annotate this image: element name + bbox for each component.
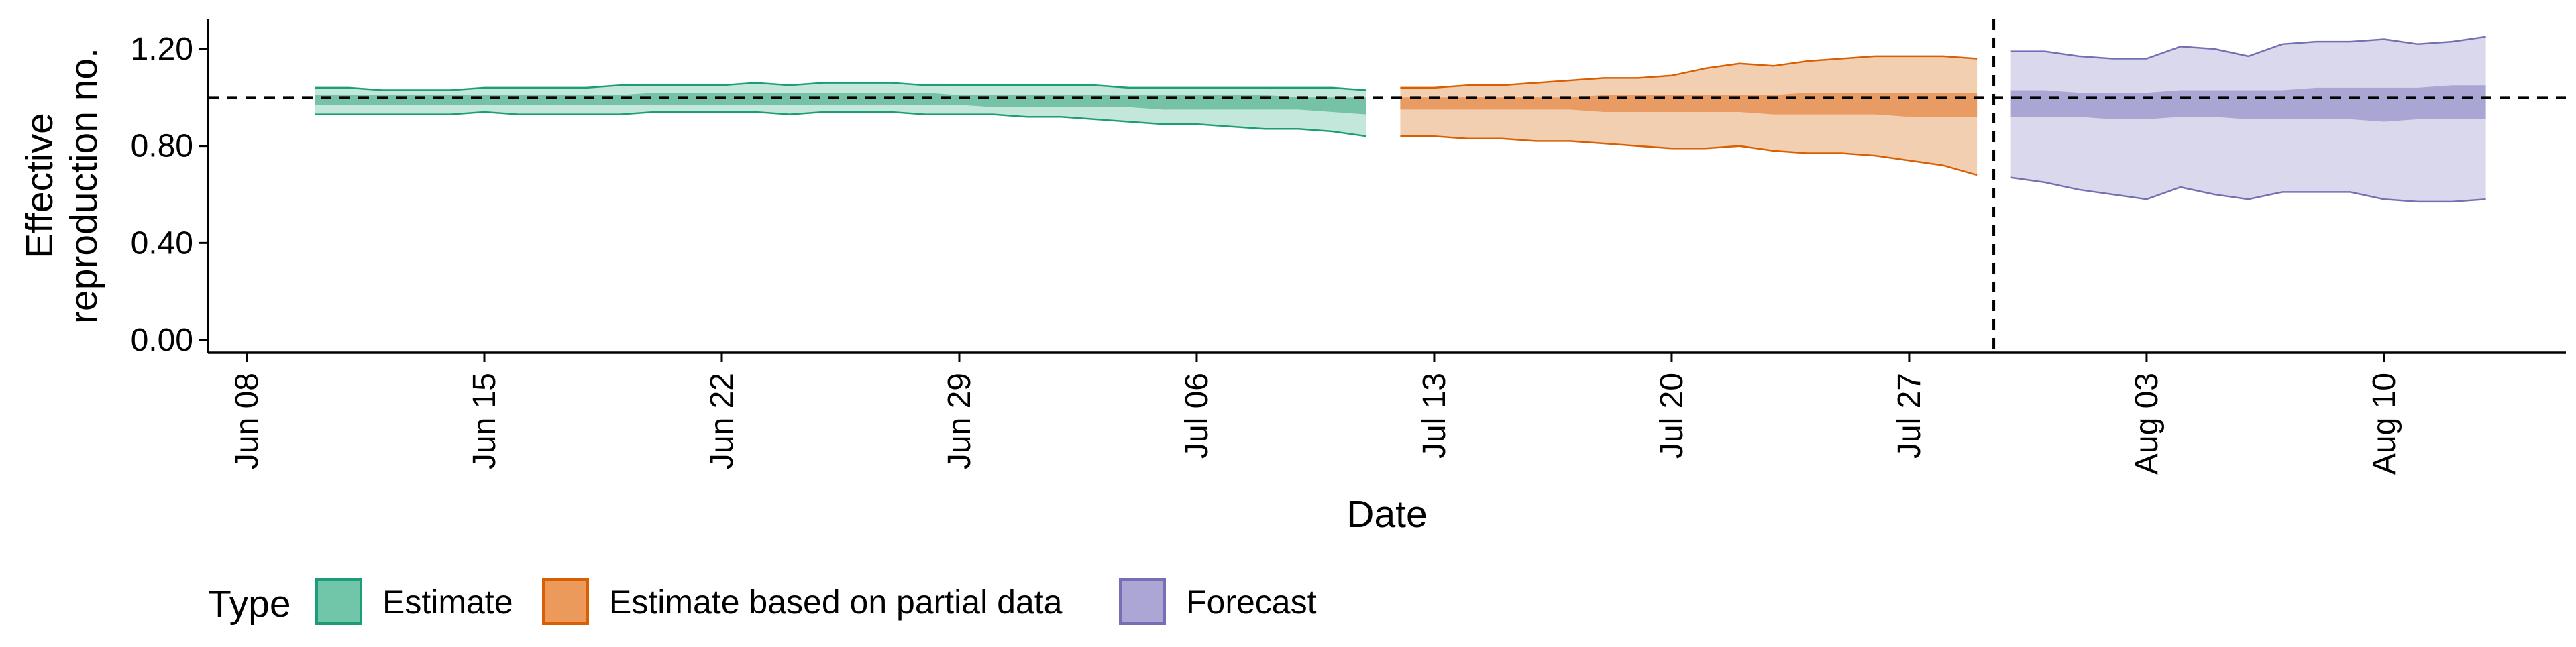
x-tick-label: Jun 15: [467, 373, 502, 469]
estimate-based-on-partial-data-outer-band: [1400, 56, 1978, 176]
x-tick-label: Aug 03: [2129, 373, 2165, 475]
legend-label-forecast: Forecast: [1186, 583, 1317, 621]
estimate-based-on-partial-data-lower-bound-line: [1400, 135, 1978, 176]
x-axis-title: Date: [1346, 493, 1427, 536]
forecast-lower-bound-line: [2010, 176, 2486, 203]
legend: Type Estimate Estimate based on partial d…: [208, 578, 1317, 626]
y-tick-label: 0.40: [131, 225, 193, 261]
legend-label-estimate: Estimate: [382, 583, 513, 621]
legend-label-estimate-based-on-partial-data: Estimate based on partial data: [609, 583, 1063, 621]
legend-title: Type: [208, 583, 291, 626]
x-tick-label: Jul 27: [1892, 373, 1927, 459]
x-tick-label: Jul 13: [1417, 373, 1452, 459]
x-tick-label: Jun 22: [704, 373, 740, 469]
x-tick-label: Jul 06: [1179, 373, 1215, 459]
y-axis-title-line: reproduction no.: [62, 48, 105, 324]
x-tick-label: Jun 29: [942, 373, 977, 469]
y-tick-label: 0.80: [131, 129, 193, 164]
legend-key-estimate: [315, 578, 362, 625]
x-tick-label: Jun 08: [229, 373, 265, 469]
legend-key-estimate-based-on-partial-data: [542, 578, 589, 625]
legend-key-forecast: [1119, 578, 1166, 625]
y-axis-title: Effective reproduction no.: [18, 48, 105, 324]
forecast-upper-bound-line: [2010, 36, 2486, 60]
estimate-lower-bound-line: [315, 111, 1366, 137]
x-tick-label: Jul 20: [1654, 373, 1690, 459]
estimate-upper-bound-line: [315, 82, 1366, 91]
estimate-based-on-partial-data-upper-bound-line: [1400, 55, 1978, 89]
forecast-inner-band: [2010, 85, 2486, 122]
estimate-inner-band: [315, 93, 1366, 115]
y-tick-label: 0.00: [131, 322, 193, 358]
x-tick-label: Aug 10: [2367, 373, 2402, 475]
y-axis-title-line: Effective: [18, 113, 61, 259]
y-tick-label: 1.20: [131, 32, 193, 67]
